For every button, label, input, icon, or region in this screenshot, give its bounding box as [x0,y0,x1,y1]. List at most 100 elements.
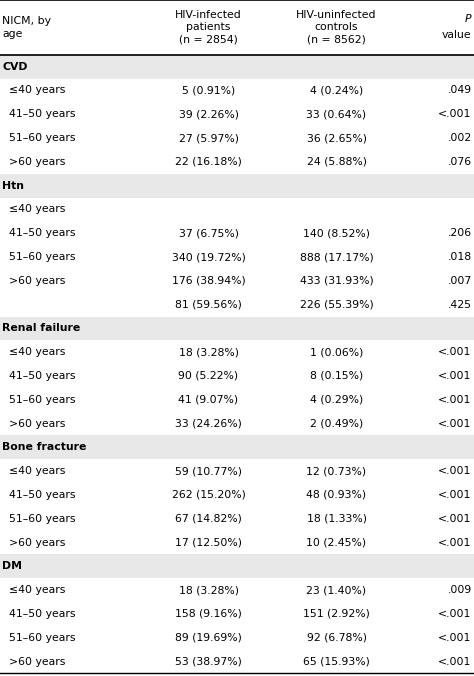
Text: 433 (31.93%): 433 (31.93%) [300,276,374,286]
Text: 151 (2.92%): 151 (2.92%) [303,609,370,619]
Bar [0,269,474,293]
Text: 39 (2.26%): 39 (2.26%) [179,110,238,119]
Text: 17 (12.50%): 17 (12.50%) [175,537,242,548]
Bar [0,507,474,531]
Bar [0,221,474,245]
Text: Renal failure: Renal failure [2,323,81,333]
Text: .206: .206 [447,228,472,238]
Text: 22 (16.18%): 22 (16.18%) [175,157,242,167]
Text: ≤40 years: ≤40 years [9,347,66,357]
Text: .018: .018 [447,252,472,262]
Text: <.001: <.001 [438,656,472,667]
Text: 51–60 years: 51–60 years [9,633,76,643]
Text: 176 (38.94%): 176 (38.94%) [172,276,246,286]
Text: 18 (1.33%): 18 (1.33%) [307,514,366,524]
Text: 4 (0.24%): 4 (0.24%) [310,85,363,95]
Bar [0,602,474,626]
Text: NICM, by
age: NICM, by age [2,16,51,39]
Bar [0,364,474,388]
Text: DM: DM [2,561,22,571]
Text: 51–60 years: 51–60 years [9,133,76,143]
Text: .009: .009 [447,585,472,595]
Bar [0,150,474,174]
Bar [0,554,474,578]
Text: 10 (2.45%): 10 (2.45%) [307,537,366,548]
Bar [0,412,474,435]
Text: .007: .007 [447,276,472,286]
Text: 158 (9.16%): 158 (9.16%) [175,609,242,619]
Text: <.001: <.001 [438,466,472,476]
Text: 51–60 years: 51–60 years [9,252,76,262]
Text: 888 (17.17%): 888 (17.17%) [300,252,374,262]
Text: 36 (2.65%): 36 (2.65%) [307,133,366,143]
Text: >60 years: >60 years [9,157,66,167]
Bar [0,293,474,316]
Text: 51–60 years: 51–60 years [9,514,76,524]
Text: 41–50 years: 41–50 years [9,609,76,619]
Text: 33 (0.64%): 33 (0.64%) [307,110,366,119]
Text: >60 years: >60 years [9,537,66,548]
Text: <.001: <.001 [438,537,472,548]
Text: 48 (0.93%): 48 (0.93%) [307,490,366,500]
Text: 340 (19.72%): 340 (19.72%) [172,252,246,262]
Text: ≤40 years: ≤40 years [9,466,66,476]
Bar [0,340,474,364]
Bar [0,650,474,673]
Bar [0,197,474,221]
Text: <.001: <.001 [438,514,472,524]
Text: 81 (59.56%): 81 (59.56%) [175,299,242,310]
Bar [0,459,474,483]
Text: 92 (6.78%): 92 (6.78%) [307,633,366,643]
Text: Htn: Htn [2,180,24,191]
Text: Bone fracture: Bone fracture [2,442,87,452]
Text: <.001: <.001 [438,490,472,500]
Text: 24 (5.88%): 24 (5.88%) [307,157,366,167]
Bar [0,483,474,507]
Text: 89 (19.69%): 89 (19.69%) [175,633,242,643]
Text: <.001: <.001 [438,633,472,643]
Text: 37 (6.75%): 37 (6.75%) [179,228,238,238]
Text: 59 (10.77%): 59 (10.77%) [175,466,242,476]
Text: 140 (8.52%): 140 (8.52%) [303,228,370,238]
Text: <.001: <.001 [438,371,472,381]
Bar [0,102,474,126]
Text: <.001: <.001 [438,347,472,357]
Text: HIV-uninfected
controls
(n = 8562): HIV-uninfected controls (n = 8562) [296,10,377,45]
Text: 33 (24.26%): 33 (24.26%) [175,418,242,429]
Text: 27 (5.97%): 27 (5.97%) [179,133,238,143]
Text: 51–60 years: 51–60 years [9,395,76,405]
Text: .049: .049 [447,85,472,95]
Text: <.001: <.001 [438,395,472,405]
Text: ≤40 years: ≤40 years [9,204,66,214]
Bar [0,78,474,102]
Text: HIV-infected
patients
(n = 2854): HIV-infected patients (n = 2854) [175,10,242,45]
Bar [0,126,474,150]
Bar [0,435,474,459]
Text: value: value [442,30,472,41]
Bar [0,55,474,78]
Text: .076: .076 [447,157,472,167]
Text: >60 years: >60 years [9,418,66,429]
Text: 41–50 years: 41–50 years [9,228,76,238]
Text: CVD: CVD [2,62,28,72]
Bar [0,626,474,650]
Bar [0,316,474,340]
Text: 226 (55.39%): 226 (55.39%) [300,299,374,310]
Text: .002: .002 [447,133,472,143]
Text: <.001: <.001 [438,418,472,429]
Text: 8 (0.15%): 8 (0.15%) [310,371,363,381]
Text: 41–50 years: 41–50 years [9,490,76,500]
Text: 23 (1.40%): 23 (1.40%) [307,585,366,595]
Bar [0,531,474,554]
Text: 4 (0.29%): 4 (0.29%) [310,395,363,405]
Text: 41 (9.07%): 41 (9.07%) [179,395,238,405]
Text: 53 (38.97%): 53 (38.97%) [175,656,242,667]
Text: 18 (3.28%): 18 (3.28%) [179,347,238,357]
Bar [0,578,474,602]
Bar [0,174,474,197]
Text: 90 (5.22%): 90 (5.22%) [179,371,238,381]
Text: 41–50 years: 41–50 years [9,110,76,119]
Text: 67 (14.82%): 67 (14.82%) [175,514,242,524]
Text: >60 years: >60 years [9,656,66,667]
Text: 1 (0.06%): 1 (0.06%) [310,347,363,357]
